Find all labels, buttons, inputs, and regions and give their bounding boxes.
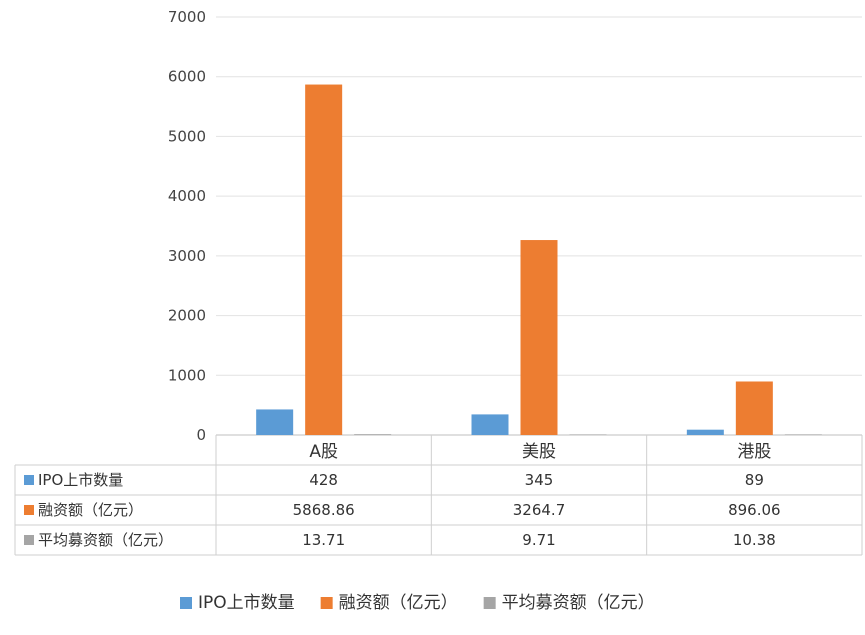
data-label: 3264.7 [513, 501, 566, 519]
bar-series-1-cat-1 [520, 240, 558, 435]
bar-series-2-cat-0 [354, 434, 392, 435]
data-label: 13.71 [302, 531, 345, 549]
data-label: 9.71 [522, 531, 555, 549]
y-tick-label: 5000 [168, 127, 206, 145]
y-tick-label: 7000 [168, 8, 206, 26]
bar-series-2-cat-2 [784, 434, 822, 435]
table-series-key [24, 475, 34, 485]
bar-series-1-cat-0 [305, 84, 343, 435]
table-series-key [24, 535, 34, 545]
data-label: 345 [525, 471, 554, 489]
data-label: 896.06 [728, 501, 781, 519]
table-row-label: IPO上市数量 [38, 471, 123, 489]
y-tick-label: 4000 [168, 187, 206, 205]
table-row-label: 融资额（亿元） [38, 501, 143, 519]
y-tick-label: 1000 [168, 366, 206, 384]
y-tick-label: 2000 [168, 307, 206, 325]
legend-label: 平均募资额（亿元） [502, 593, 655, 613]
category-label: A股 [309, 442, 338, 462]
y-tick-label: 0 [196, 426, 206, 444]
bar-series-0-cat-0 [256, 409, 294, 435]
table-row-label: 平均募资额（亿元） [38, 531, 173, 549]
legend-swatch [320, 597, 333, 609]
bar-series-1-cat-2 [735, 381, 773, 435]
legend-label: 融资额（亿元） [339, 593, 458, 613]
table-series-key [24, 505, 34, 515]
data-label: 89 [745, 471, 764, 489]
bar-series-0-cat-2 [686, 429, 724, 435]
category-label: 港股 [737, 442, 771, 462]
legend-label: IPO上市数量 [198, 593, 295, 613]
legend-swatch [483, 597, 496, 609]
data-label: 5868.86 [293, 501, 355, 519]
y-tick-label: 3000 [168, 247, 206, 265]
legend-swatch [180, 597, 192, 609]
y-tick-label: 6000 [168, 68, 206, 86]
bar-series-2-cat-1 [569, 434, 607, 435]
category-label: 美股 [522, 442, 556, 462]
data-label: 10.38 [733, 531, 776, 549]
bar-series-0-cat-1 [471, 414, 509, 435]
data-label: 428 [309, 471, 338, 489]
